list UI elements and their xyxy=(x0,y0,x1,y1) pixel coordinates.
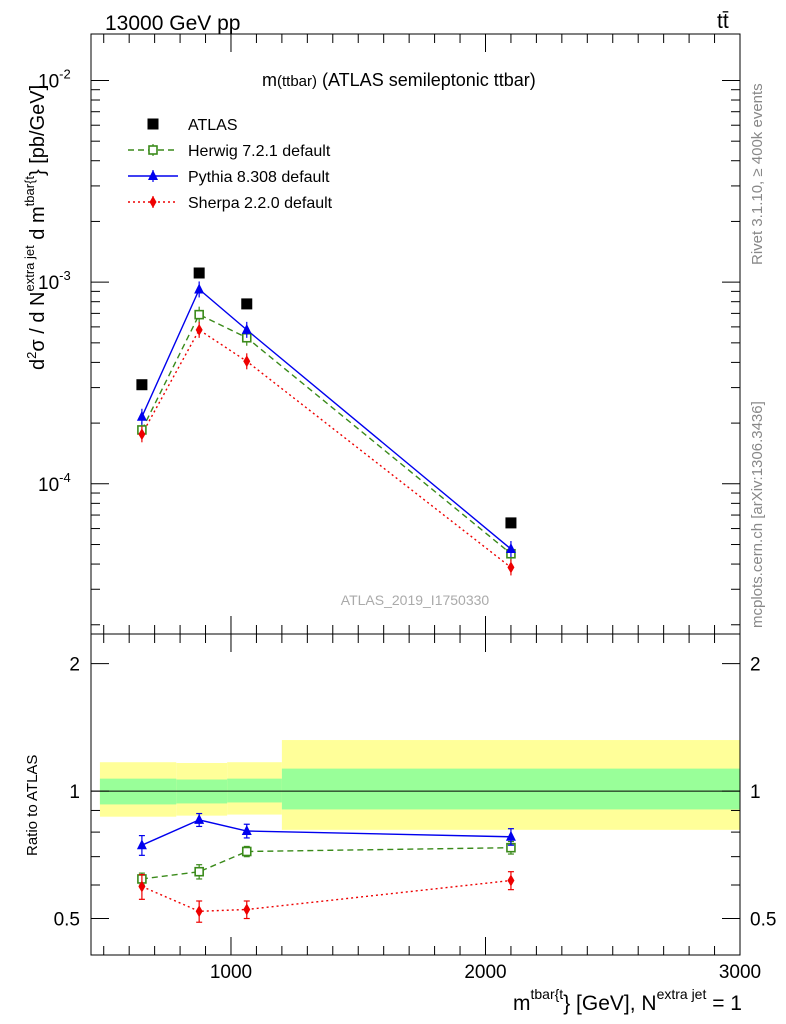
ylabel-sigma: σ / d N xyxy=(27,292,49,352)
ratio-point-sherpa xyxy=(507,874,515,887)
legend-marker-pythia xyxy=(148,170,158,180)
ratio-band-green xyxy=(281,768,740,810)
main-line-sherpa xyxy=(141,328,512,568)
ratio-ytick-label-left: 0.5 xyxy=(54,910,80,931)
ratio-y-axis-label: Ratio to ATLAS xyxy=(24,755,41,856)
main-point-sherpa xyxy=(195,323,203,336)
ratio-point-pythia xyxy=(136,839,147,850)
main-title: m(ttbar) (ATLAS semileptonic ttbar) xyxy=(262,70,536,90)
ytick-exponent: -3 xyxy=(59,268,71,283)
ratio-xtick-label: 1000 xyxy=(210,962,252,983)
mcplots-label: mcplots.cern.ch [arXiv:1306.3436] xyxy=(749,401,766,628)
main-y-axis-label: d2σ / d Nextra jet d mtbar{t} [pb/GeV] xyxy=(22,85,49,370)
ratio-ytick-label-left: 1 xyxy=(69,782,80,803)
xlabel-n-sup: extra jet xyxy=(657,986,707,1002)
main-point-herwig xyxy=(194,309,204,320)
xlabel-eq: = 1 xyxy=(706,992,742,1015)
ylabel-d2: d xyxy=(27,359,49,370)
main-point-sherpa xyxy=(507,561,515,574)
ylabel-dm: d m xyxy=(27,206,49,245)
main-ytick-label: 10-3 xyxy=(38,268,71,294)
ylabel-n-sup: extra jet xyxy=(22,245,37,292)
legend: ATLAS Herwig 7.2.1 default Pythia 8.308 de… xyxy=(128,117,333,212)
main-point-sherpa xyxy=(138,428,146,441)
xlabel-rest: } [GeV], N xyxy=(563,992,656,1015)
ratio-ytick-label-right: 2 xyxy=(750,655,761,676)
ytick-base: 10 xyxy=(38,475,59,496)
main-line-pythia xyxy=(141,288,512,550)
ratio-point-herwig xyxy=(241,846,252,857)
ratio-point-herwig xyxy=(194,866,204,877)
ratio-point-sherpa xyxy=(138,880,146,893)
ytick-exponent: -4 xyxy=(59,470,71,485)
ytick-base: 10 xyxy=(38,273,59,294)
legend-label-herwig: Herwig 7.2.1 default xyxy=(188,143,331,160)
main-ytick-label: 10-2 xyxy=(38,66,71,92)
ratio-band-green xyxy=(227,778,282,803)
ratio-line-pythia xyxy=(141,819,511,846)
main-point-pythia xyxy=(505,543,516,554)
main-point-pythia xyxy=(241,323,252,334)
ytick-exponent: -2 xyxy=(59,66,71,81)
legend-marker-sherpa xyxy=(149,196,157,208)
main-ytick-label: 10-4 xyxy=(38,470,71,496)
legend-marker-atlas xyxy=(147,118,159,130)
ratio-ytick-label-right: 0.5 xyxy=(750,910,776,931)
ratio-point-pythia xyxy=(194,813,205,824)
legend-label-pythia: Pythia 8.308 default xyxy=(188,169,330,186)
ratio-xtick-label: 2000 xyxy=(464,962,506,983)
xlabel-m: m xyxy=(513,992,531,1015)
main-point-atlas xyxy=(193,267,205,279)
main-title-m: m xyxy=(262,70,277,90)
analysis-watermark: ATLAS_2019_I1750330 xyxy=(341,592,490,608)
ylabel-exp2: 2 xyxy=(24,352,39,359)
ytick-base: 10 xyxy=(38,71,59,92)
ratio-line-sherpa xyxy=(141,879,511,913)
legend-label-sherpa: Sherpa 2.2.0 default xyxy=(188,195,333,212)
ratio-point-pythia xyxy=(241,824,252,835)
main-panel: m(ttbar) (ATLAS semileptonic ttbar) ATLA… xyxy=(22,33,741,635)
main-point-atlas xyxy=(136,379,148,391)
ratio-ytick-label-left: 2 xyxy=(69,655,80,676)
ratio-point-sherpa xyxy=(243,903,251,916)
main-point-pythia xyxy=(194,283,205,294)
process-label: tt̄ xyxy=(717,10,729,33)
energy-label: 13000 GeV pp xyxy=(105,12,240,35)
ratio-ytick-label-right: 1 xyxy=(750,782,761,803)
xlabel-m-sup: tbar{t xyxy=(530,986,563,1002)
legend-marker-herwig xyxy=(148,145,158,155)
ratio-point-sherpa xyxy=(195,905,203,918)
ratio-point-pythia xyxy=(505,830,516,841)
ratio-panel: 2 2 1 1 0.5 0.5 1000 2000 3000 Ratio to ATLAS mt… xyxy=(24,633,776,1015)
ratio-line-herwig xyxy=(141,847,511,880)
rivet-label: Rivet 3.1.10, ≥ 400k events xyxy=(749,83,766,265)
main-point-pythia xyxy=(136,410,147,421)
ratio-xtick-label: 3000 xyxy=(719,962,761,983)
x-axis-label: mtbar{t} [GeV], Nextra jet = 1 xyxy=(513,986,742,1015)
main-title-rest: (ATLAS semileptonic ttbar) xyxy=(317,70,536,90)
ylabel-m-sup: tbar{t xyxy=(22,176,37,207)
ratio-frame xyxy=(90,633,741,956)
main-point-atlas xyxy=(505,517,517,529)
main-point-atlas xyxy=(241,298,253,310)
main-point-sherpa xyxy=(243,355,251,368)
ylabel-unit: } [pb/GeV] xyxy=(27,85,49,176)
main-line-herwig xyxy=(141,313,512,555)
main-title-paren: (ttbar) xyxy=(277,73,317,90)
legend-label-atlas: ATLAS xyxy=(188,117,238,134)
